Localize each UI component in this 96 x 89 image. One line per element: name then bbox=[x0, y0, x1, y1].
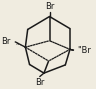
Text: Br: Br bbox=[2, 37, 11, 46]
Text: Br: Br bbox=[45, 2, 54, 11]
Text: Br: Br bbox=[35, 78, 44, 87]
Text: ,,: ,, bbox=[15, 37, 20, 46]
Text: ''Br: ''Br bbox=[77, 46, 91, 55]
